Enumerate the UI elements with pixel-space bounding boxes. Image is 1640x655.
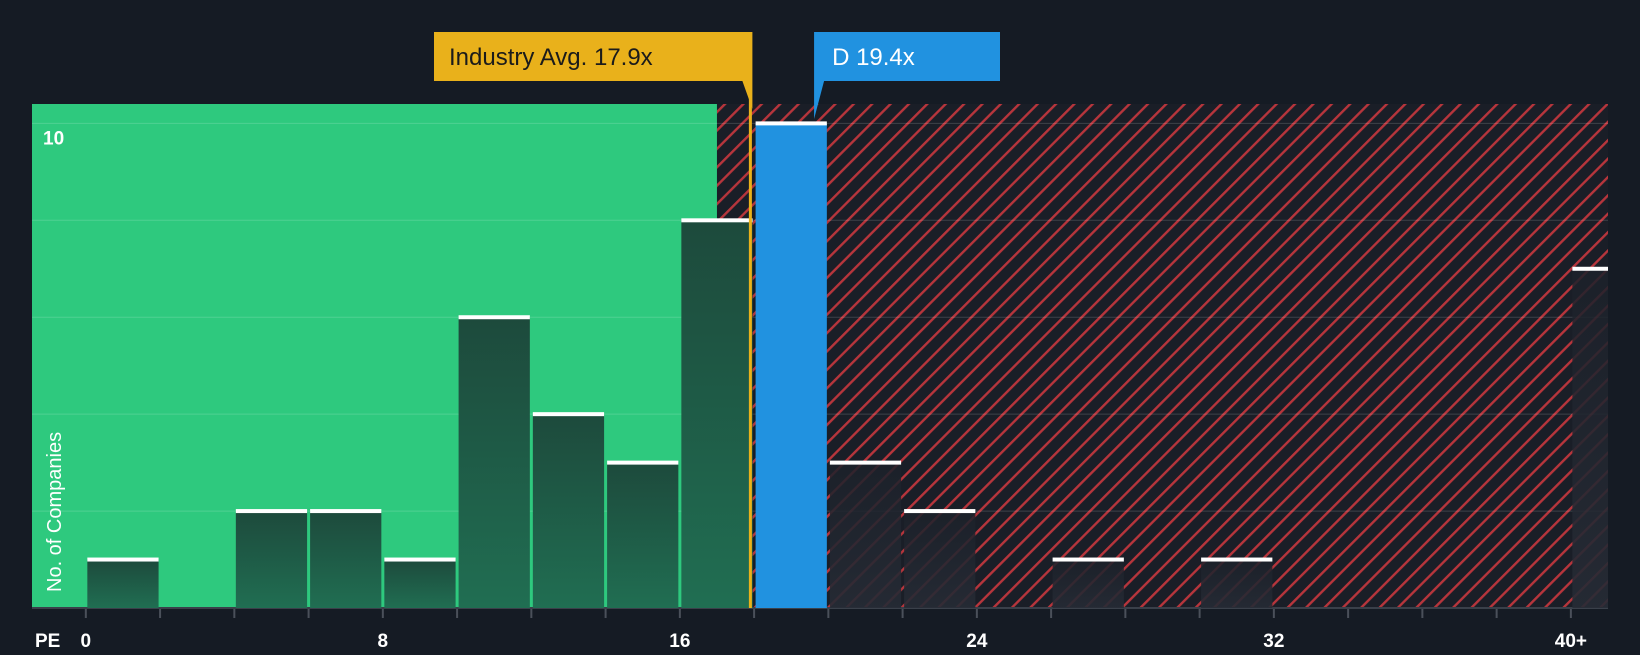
histogram-bar [681,220,753,609]
histogram-bar [310,511,382,608]
y-tick-label: 10 [43,128,64,149]
histogram-bar [87,559,159,608]
bar-top-marker [1201,557,1273,562]
x-tick-label: 32 [1263,631,1284,650]
bar-top-marker [904,509,976,514]
bar-top-marker [607,460,679,465]
histogram-bar [904,511,976,608]
histogram-bar [829,462,902,608]
bar-top-marker [458,315,530,320]
bar-top-marker [829,460,902,465]
x-tick-label: 40+ [1555,631,1587,650]
histogram-bar [1052,559,1124,608]
bar-top-marker [1572,266,1608,271]
histogram-bar [755,123,827,608]
x-axis-title: PE [35,631,60,650]
histogram-bar [607,462,679,608]
histogram-bar [532,414,605,608]
industry-average-label: Industry Avg. 17.9x [449,44,653,71]
bar-top-marker [532,412,605,417]
bar-top-marker [681,218,753,223]
bar-top-marker [1052,557,1124,562]
company-pe-label: D 19.4x [832,44,915,71]
y-axis-title: No. of Companies [44,432,66,592]
bar-top-marker [755,121,827,126]
company-callout [814,32,1000,119]
x-tick-label: 16 [669,631,690,650]
industry-average-callout [434,32,753,109]
histogram-bar [235,511,308,608]
x-tick-label: 0 [81,631,92,650]
histogram-bar [1572,268,1608,608]
histogram-bar [384,559,456,608]
bar-top-marker [235,509,308,514]
x-tick-label: 8 [378,631,389,650]
histogram-bar [1201,559,1273,608]
bar-top-marker [87,557,159,562]
x-tick-label: 24 [966,631,988,650]
bar-top-marker [310,509,382,514]
histogram-bar [458,317,530,608]
bar-top-marker [384,557,456,562]
